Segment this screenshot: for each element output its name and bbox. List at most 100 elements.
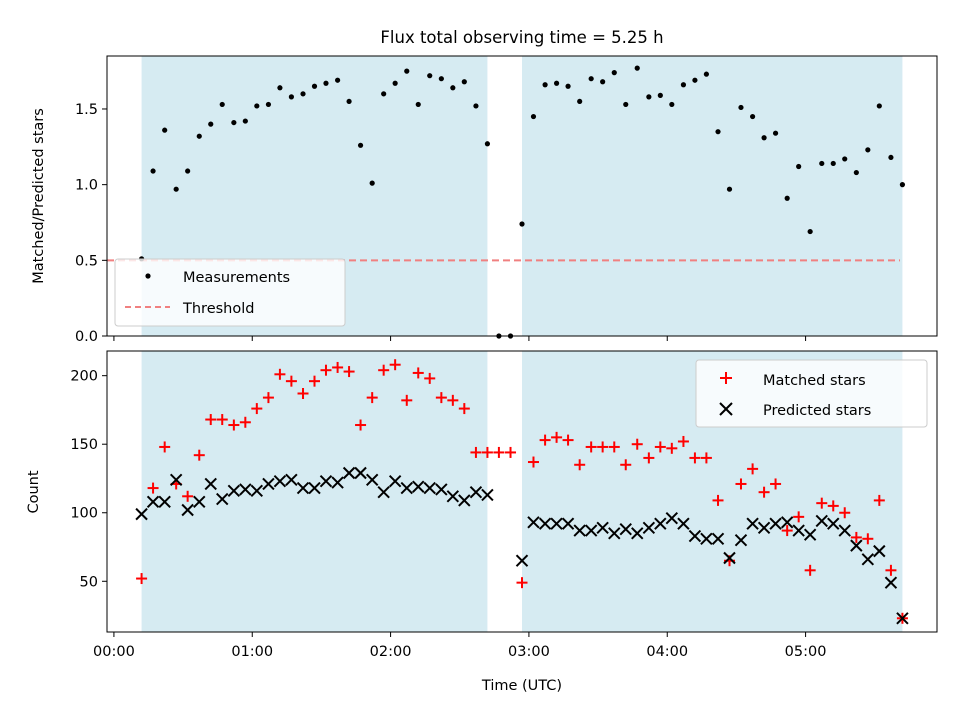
- measurement-point: [519, 221, 525, 227]
- predicted-star-point: [711, 532, 725, 545]
- matched-star-point: [793, 511, 805, 523]
- measurement-point: [162, 127, 168, 133]
- measurement-point: [761, 135, 767, 141]
- matched-star-point: [885, 564, 897, 576]
- bottom-ytick-label: 50: [80, 574, 98, 590]
- bottom-ytick-label: 150: [70, 437, 98, 453]
- matched-star-point: [608, 441, 620, 453]
- measurement-point: [357, 142, 364, 148]
- measurement-point: [611, 70, 617, 76]
- measurement-point: [553, 80, 560, 86]
- matched-star-point: [412, 367, 424, 379]
- predicted-star-point: [642, 521, 656, 535]
- predicted-star-point: [446, 490, 460, 503]
- matched-star-point: [839, 507, 851, 519]
- matched-star-point: [389, 359, 401, 371]
- measurement-point: [196, 133, 202, 139]
- bottom-xtick-label: 03:00: [508, 644, 550, 660]
- measurement-point: [703, 71, 709, 77]
- bottom-axes-frame: [106, 350, 938, 633]
- matched-star-point: [297, 387, 309, 399]
- matched-star-point: [654, 441, 666, 453]
- bottom-observing-window-0: [141, 351, 488, 632]
- measurement-point: [381, 91, 387, 97]
- matched-star-point: [193, 449, 205, 461]
- measurement-point: [530, 113, 537, 120]
- predicted-star-point: [550, 517, 563, 530]
- predicted-star-point: [723, 551, 736, 565]
- predicted-star-point: [365, 473, 379, 487]
- matched-star-point: [516, 577, 528, 589]
- measurement-point: [185, 168, 191, 174]
- legend-measurements-label: Measurements: [183, 270, 290, 286]
- predicted-star-point: [412, 480, 425, 493]
- measurement-point: [865, 147, 871, 153]
- matched-star-point: [527, 456, 539, 468]
- measurement-point: [219, 101, 225, 108]
- matched-star-point: [804, 564, 816, 576]
- matched-star-point: [505, 446, 517, 458]
- measurement-point: [438, 76, 444, 82]
- predicted-star-point: [169, 473, 183, 487]
- measurement-point: [830, 160, 836, 167]
- matched-star-point: [136, 573, 148, 585]
- bottom-xtick-label: 00:00: [93, 644, 135, 660]
- measurement-point: [231, 119, 237, 126]
- measurement-point: [346, 98, 352, 105]
- chart-title: Flux total observing time = 5.25 h: [380, 28, 663, 47]
- matched-star-point: [285, 375, 297, 387]
- predicted-star-point: [377, 485, 390, 499]
- measurement-point: [173, 186, 179, 192]
- predicted-star-point: [135, 507, 148, 521]
- legend-threshold-label: Threshold: [182, 301, 254, 317]
- matched-star-point: [458, 403, 470, 415]
- matched-star-point: [251, 403, 263, 415]
- measurement-point: [288, 94, 294, 100]
- predicted-star-point: [308, 481, 321, 495]
- top-observing-windows: [141, 56, 903, 336]
- predicted-star-point: [838, 524, 851, 537]
- predicted-star-point: [158, 495, 171, 508]
- matched-star-point: [620, 459, 632, 471]
- predicted-star-point: [827, 517, 840, 530]
- measurement-point: [646, 94, 652, 100]
- measurement-point: [888, 154, 894, 161]
- measurement-point: [150, 168, 156, 174]
- measurement-point: [300, 91, 306, 97]
- predicted-star-point: [296, 481, 310, 495]
- matched-star-point: [274, 368, 286, 380]
- top-panel: Flux total observing time = 5.25 h 0.00.…: [31, 28, 938, 345]
- top-ytick-label: 0.0: [75, 329, 98, 345]
- predicted-star-point: [700, 532, 713, 545]
- matched-star-point: [539, 434, 551, 446]
- measurement-point: [899, 182, 906, 188]
- predicted-star-point: [435, 483, 448, 496]
- predicted-star-point: [538, 517, 552, 530]
- predicted-star-point: [873, 544, 886, 558]
- matched-star-point: [850, 531, 862, 543]
- predicted-star-point: [792, 524, 805, 537]
- bottom-y-axis-label: Count: [26, 470, 42, 513]
- bottom-legend-box: [695, 359, 928, 428]
- measurement-point: [715, 129, 721, 135]
- predicted-star-point: [780, 516, 794, 529]
- bottom-xtick-label: 05:00: [785, 644, 827, 660]
- matched-star-point: [816, 497, 828, 509]
- matched-star-point: [747, 463, 759, 475]
- matched-star-point: [216, 414, 228, 426]
- predicted-star-point: [423, 481, 436, 495]
- matched-star-point: [332, 361, 344, 373]
- predicted-star-point: [861, 553, 875, 566]
- measurement-point: [450, 85, 456, 91]
- measurement-point: [335, 77, 341, 83]
- predicted-star-point: [481, 488, 494, 502]
- bottom-y-ticks: 50 100 150 200: [70, 369, 107, 590]
- predicted-star-point: [631, 527, 644, 540]
- matched-star-point: [182, 490, 194, 502]
- measurement-point: [277, 85, 283, 91]
- top-observing-window-1: [522, 56, 903, 336]
- bottom-ytick-label: 100: [70, 506, 98, 522]
- matched-star-point: [562, 434, 574, 446]
- matched-star-point: [631, 438, 643, 450]
